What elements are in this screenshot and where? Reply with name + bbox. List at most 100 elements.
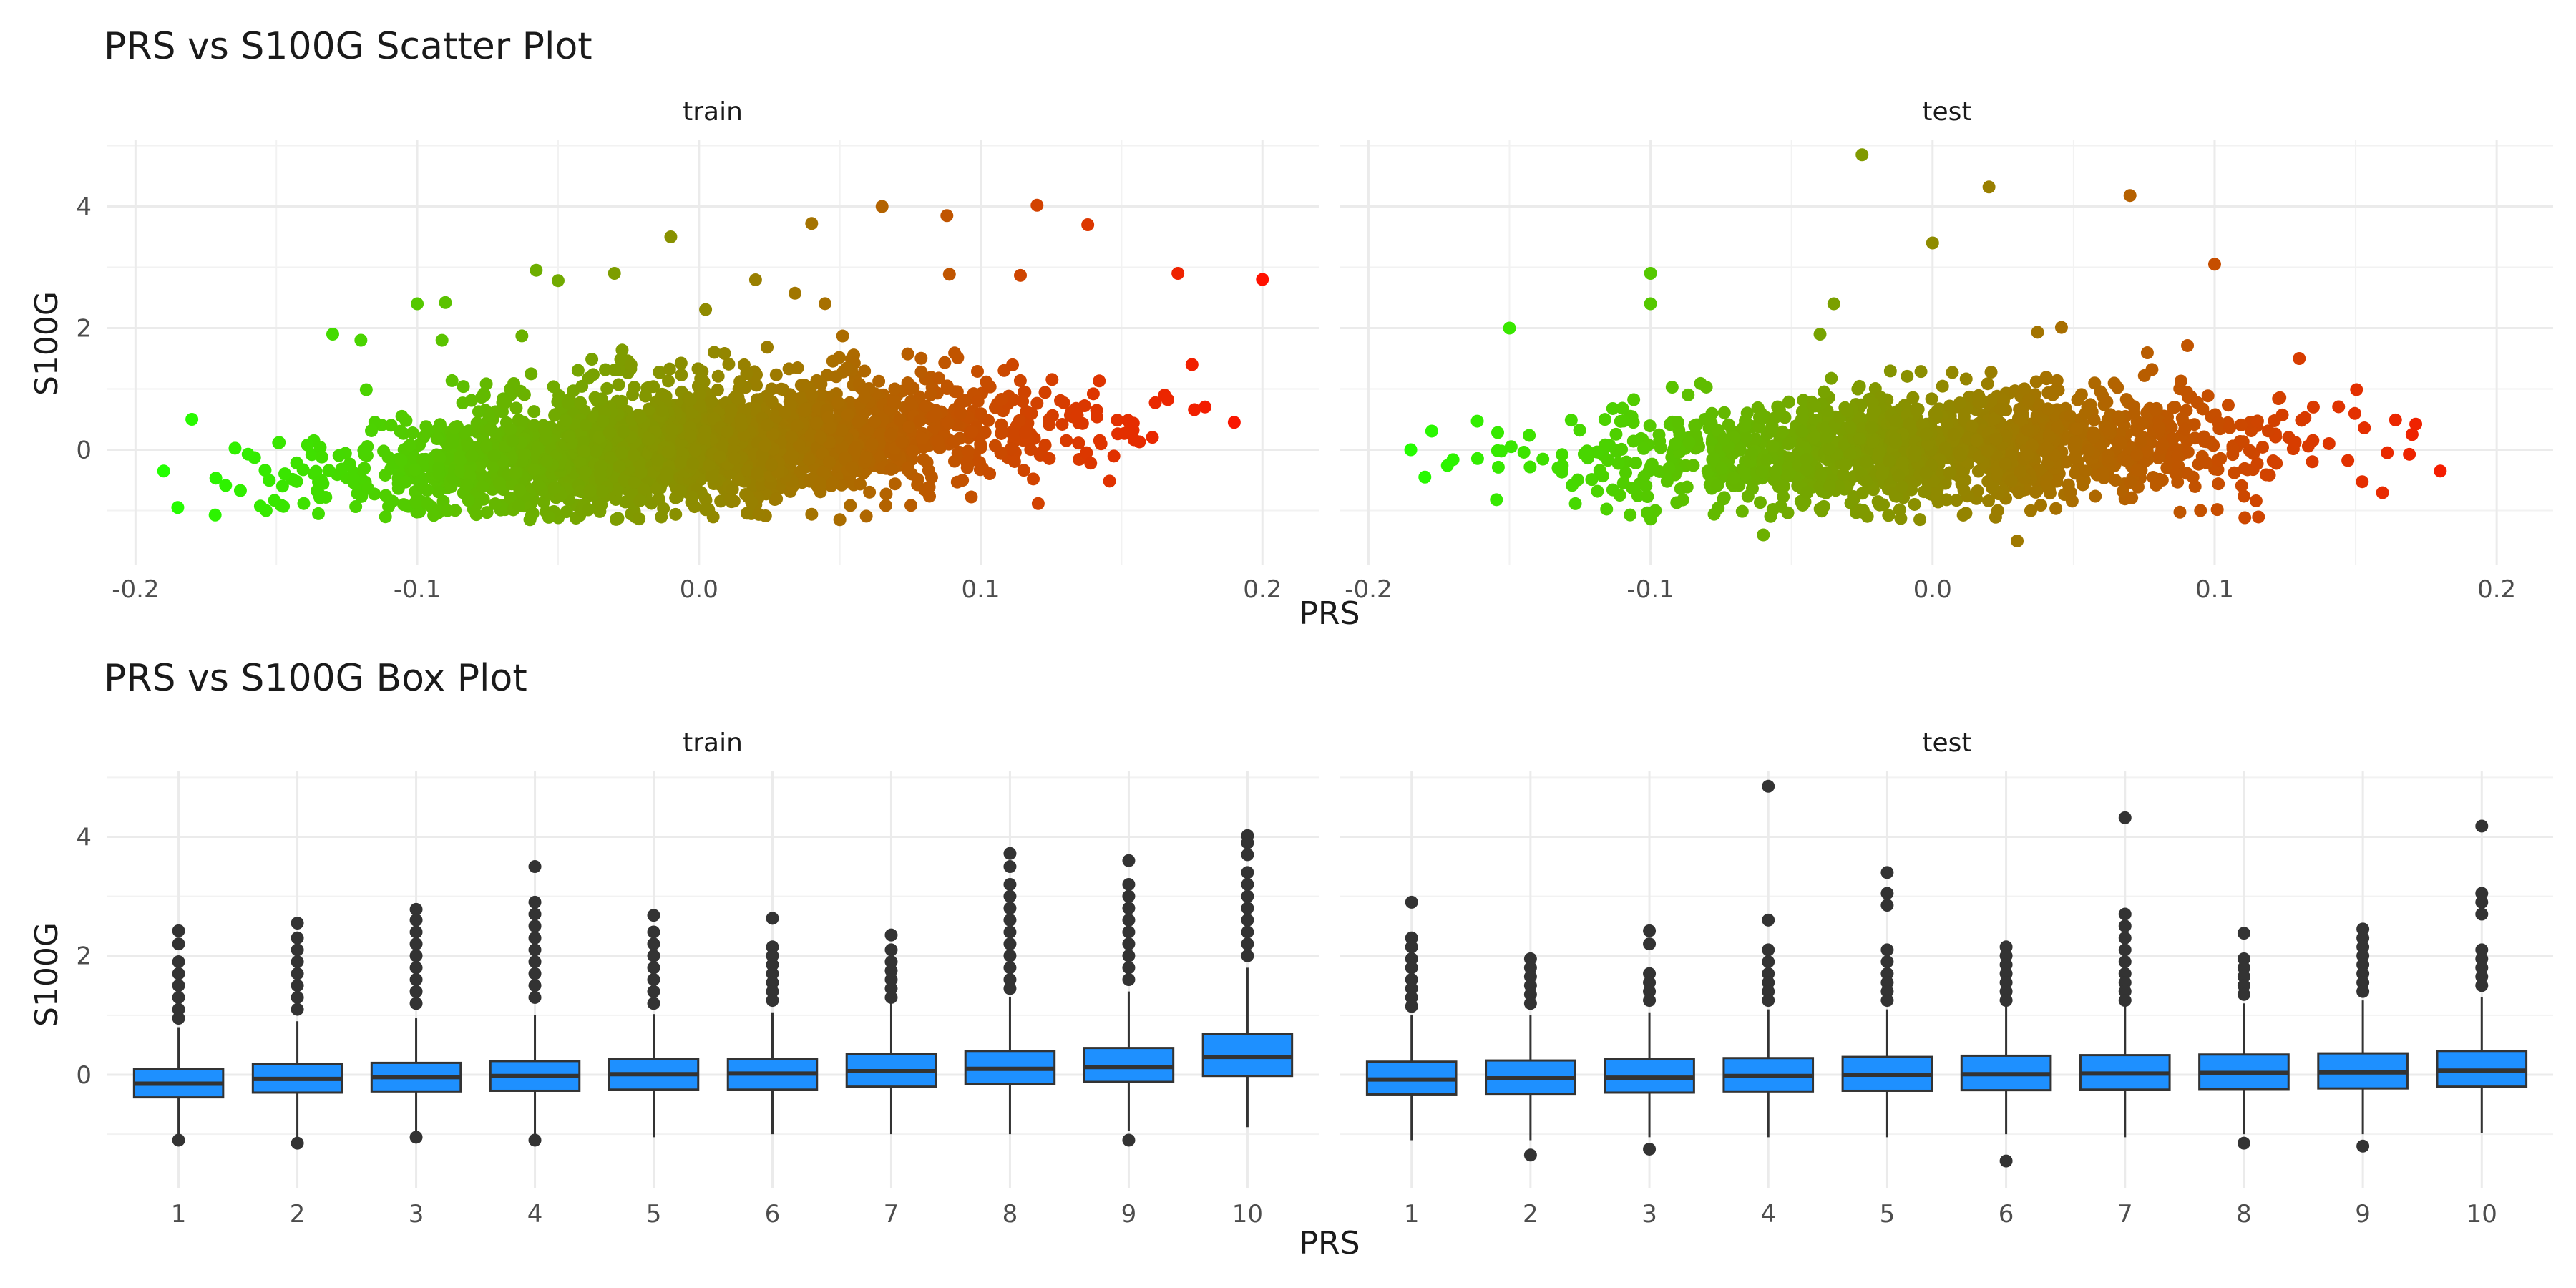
scatter-point [1086, 387, 1100, 401]
scatter-point [2358, 421, 2371, 435]
box-outlier [1241, 925, 1254, 939]
box-outlier [884, 955, 898, 969]
scatter-point [1766, 439, 1780, 453]
box-outlier [884, 973, 898, 986]
box-6 [1960, 940, 2052, 1168]
scatter-point [893, 413, 907, 426]
scatter-point [814, 477, 827, 490]
scatter-point [922, 480, 936, 494]
scatter-point [865, 437, 879, 451]
scatter-point [1925, 392, 1938, 406]
scatter-point [1890, 489, 1903, 503]
scatter-point [845, 461, 859, 474]
scatter-point [1637, 441, 1651, 455]
scatter-point [1624, 508, 1637, 522]
scatter-point [887, 395, 900, 409]
scatter-point [258, 464, 272, 477]
scatter-point [1882, 509, 1896, 522]
scatter-point [527, 405, 541, 419]
box-outlier [2237, 970, 2250, 983]
scatter-point [940, 209, 954, 223]
scatter-x-tick-label: 0.0 [680, 575, 718, 604]
scatter-point [2332, 400, 2346, 414]
scatter-point [479, 439, 493, 453]
scatter-point [446, 436, 459, 449]
box-outlier [1003, 973, 1017, 986]
scatter-point [1662, 462, 1676, 475]
scatter-panel-train: -0.2 -0.1 0.0 0.1 0.2 0 2 4 [76, 140, 1319, 604]
scatter-point [858, 364, 872, 378]
box-x-tick-label: 9 [2355, 1200, 2371, 1229]
box-outlier [1241, 866, 1254, 879]
scatter-point [611, 512, 625, 525]
box-outlier [1999, 958, 2013, 972]
box-outlier [1122, 902, 1136, 915]
scatter-point [651, 453, 665, 467]
scatter-point [595, 484, 609, 498]
scatter-point [2240, 463, 2254, 477]
scatter-point [1943, 399, 1956, 413]
scatter-point [595, 498, 608, 512]
scatter-point [1644, 459, 1658, 473]
scatter-point [859, 509, 873, 523]
scatter-point [2043, 487, 2057, 500]
box-outlier [1523, 1148, 1537, 1162]
box-outlier [1122, 889, 1136, 903]
scatter-point [349, 499, 363, 513]
scatter-point [1038, 386, 1052, 399]
box-outlier [409, 997, 423, 1010]
box-outlier [2237, 927, 2250, 940]
scatter-point [1953, 396, 1966, 410]
scatter-panel-test: -0.2 -0.1 0.0 0.1 0.2 [1340, 140, 2553, 604]
box-outlier [291, 1002, 304, 1016]
box-outlier [291, 931, 304, 945]
scatter-point [1817, 499, 1830, 513]
box-outlier [2118, 811, 2132, 824]
box-outlier [2475, 961, 2489, 975]
scatter-point [431, 485, 445, 499]
scatter-x-tick-label: -0.1 [394, 575, 441, 604]
scatter-point [1127, 433, 1141, 447]
box-outlier [884, 964, 898, 977]
box-outlier [1405, 940, 1418, 954]
scatter-point [577, 444, 591, 458]
scatter-point [1006, 358, 1020, 371]
box-outlier [528, 979, 542, 992]
scatter-point [863, 485, 877, 499]
box-outlier [1003, 902, 1017, 915]
scatter-point [379, 489, 393, 502]
scatter-point [1609, 427, 1623, 441]
scatter-point [575, 379, 589, 393]
box-outlier [291, 955, 304, 969]
scatter-point [2082, 444, 2095, 457]
scatter-point [961, 444, 975, 458]
box-outlier [1003, 877, 1017, 891]
scatter-x-tick-label: -0.1 [1626, 575, 1674, 604]
scatter-x-tick-label: 0.1 [2195, 575, 2234, 604]
scatter-point [509, 467, 522, 480]
box-outlier [2237, 961, 2250, 975]
scatter-point [309, 464, 323, 478]
scatter-point [965, 490, 978, 504]
scatter-point [1601, 454, 1614, 467]
scatter-point [995, 392, 1008, 406]
box-outlier [291, 1136, 304, 1150]
box-outlier [1405, 990, 1418, 1004]
scatter-point [1800, 486, 1814, 499]
scatter-point [1704, 416, 1718, 430]
scatter-point [1031, 497, 1045, 510]
box-7 [845, 928, 937, 1135]
scatter-point [561, 396, 575, 410]
scatter-point [364, 424, 378, 437]
box-1 [1365, 895, 1458, 1141]
scatter-point [826, 477, 839, 490]
scatter-point [2100, 395, 2114, 409]
scatter-point [1894, 512, 1908, 525]
scatter-point [2087, 430, 2101, 444]
box-outlier [1122, 913, 1136, 927]
scatter-point [2031, 326, 2044, 339]
box-outlier [766, 985, 779, 998]
scatter-point [2171, 475, 2185, 489]
scatter-point [1823, 479, 1837, 493]
scatter-point [1425, 424, 1438, 438]
